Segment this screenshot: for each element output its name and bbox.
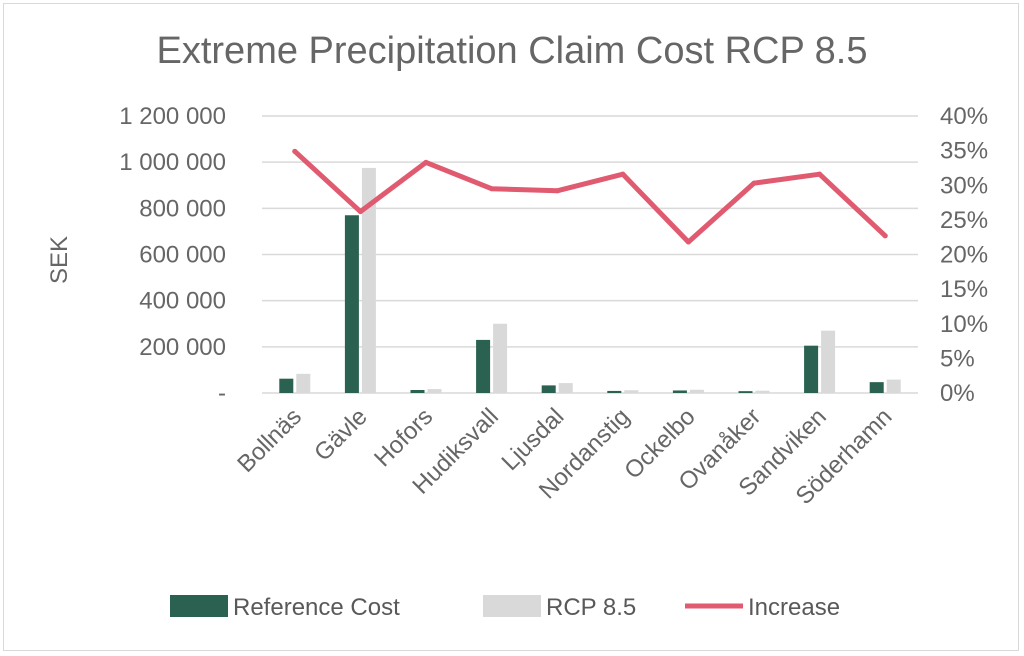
- increase-series-line: [292, 148, 888, 245]
- reference-cost-bar: [541, 385, 556, 393]
- increase-point: [292, 148, 298, 154]
- chart-title: Extreme Precipitation Claim Cost RCP 8.5: [157, 30, 868, 72]
- category-label: Bollnäs: [232, 403, 307, 478]
- left-tick-label: 400 000: [139, 288, 226, 315]
- chart-frame: [3, 3, 1019, 651]
- reference-cost-bar: [804, 345, 819, 393]
- bars: [279, 167, 901, 393]
- gridlines: [262, 115, 918, 394]
- reference-cost-bar: [344, 215, 359, 393]
- right-tick-label: 30%: [940, 172, 988, 199]
- right-tick-label: 25%: [940, 207, 988, 234]
- increase-point: [882, 233, 888, 239]
- reference-cost-bar: [410, 389, 425, 393]
- category-label: Gävle: [309, 403, 372, 466]
- right-axis-ticks: 0% 5% 10% 15% 20% 25% 30% 35% 40%: [940, 103, 988, 407]
- rcp85-bar: [886, 379, 901, 393]
- increase-point: [489, 186, 495, 192]
- increase-point: [817, 171, 823, 177]
- increase-point: [423, 159, 429, 165]
- right-tick-label: 40%: [940, 103, 988, 130]
- increase-point: [554, 188, 560, 194]
- right-tick-label: 35%: [940, 138, 988, 165]
- right-tick-label: 0%: [940, 380, 975, 407]
- reference-cost-bar: [607, 390, 622, 393]
- reference-cost-bar: [476, 339, 491, 393]
- left-tick-label: 1 000 000: [119, 149, 226, 176]
- legend-swatch: [170, 595, 228, 617]
- rcp85-bar: [821, 330, 836, 393]
- rcp85-bar: [624, 390, 639, 393]
- reference-cost-bar: [738, 391, 753, 393]
- y-axis-label: SEK: [46, 236, 73, 284]
- increase-point: [685, 239, 691, 245]
- increase-point: [357, 209, 363, 215]
- legend-swatch: [483, 595, 541, 617]
- right-tick-label: 20%: [940, 242, 988, 269]
- left-axis-ticks: - 200 000 400 000 600 000 800 000 1 000 000 1 …: [119, 103, 226, 407]
- rcp85-bar: [493, 323, 508, 393]
- reference-cost-bar: [869, 382, 884, 393]
- legend-label: RCP 8.5: [546, 594, 636, 621]
- rcp85-bar: [558, 383, 573, 393]
- category-labels: Bollnäs GävleHoforsHudiksvallLjusdalNorda…: [232, 403, 897, 510]
- rcp85-bar: [689, 389, 704, 393]
- rcp85-bar: [296, 373, 311, 393]
- right-tick-label: 10%: [940, 311, 988, 338]
- left-tick-label: 800 000: [139, 195, 226, 222]
- left-tick-label: 200 000: [139, 334, 226, 361]
- rcp85-bar: [427, 389, 442, 393]
- left-tick-label: 600 000: [139, 242, 226, 269]
- left-tick-label: -: [218, 380, 226, 407]
- reference-cost-bar: [279, 378, 294, 393]
- reference-cost-bar: [672, 390, 687, 393]
- rcp85-bar: [755, 390, 770, 393]
- legend-label: Increase: [748, 594, 840, 621]
- right-tick-label: 15%: [940, 276, 988, 303]
- legend: Reference Cost RCP 8.5 Increase: [170, 594, 840, 621]
- rcp85-bar: [361, 167, 376, 393]
- left-tick-label: 1 200 000: [119, 103, 226, 130]
- increase-point: [620, 171, 626, 177]
- right-tick-label: 5%: [940, 345, 975, 372]
- legend-label: Reference Cost: [233, 594, 400, 621]
- increase-point: [751, 180, 757, 186]
- increase-line: [292, 148, 888, 245]
